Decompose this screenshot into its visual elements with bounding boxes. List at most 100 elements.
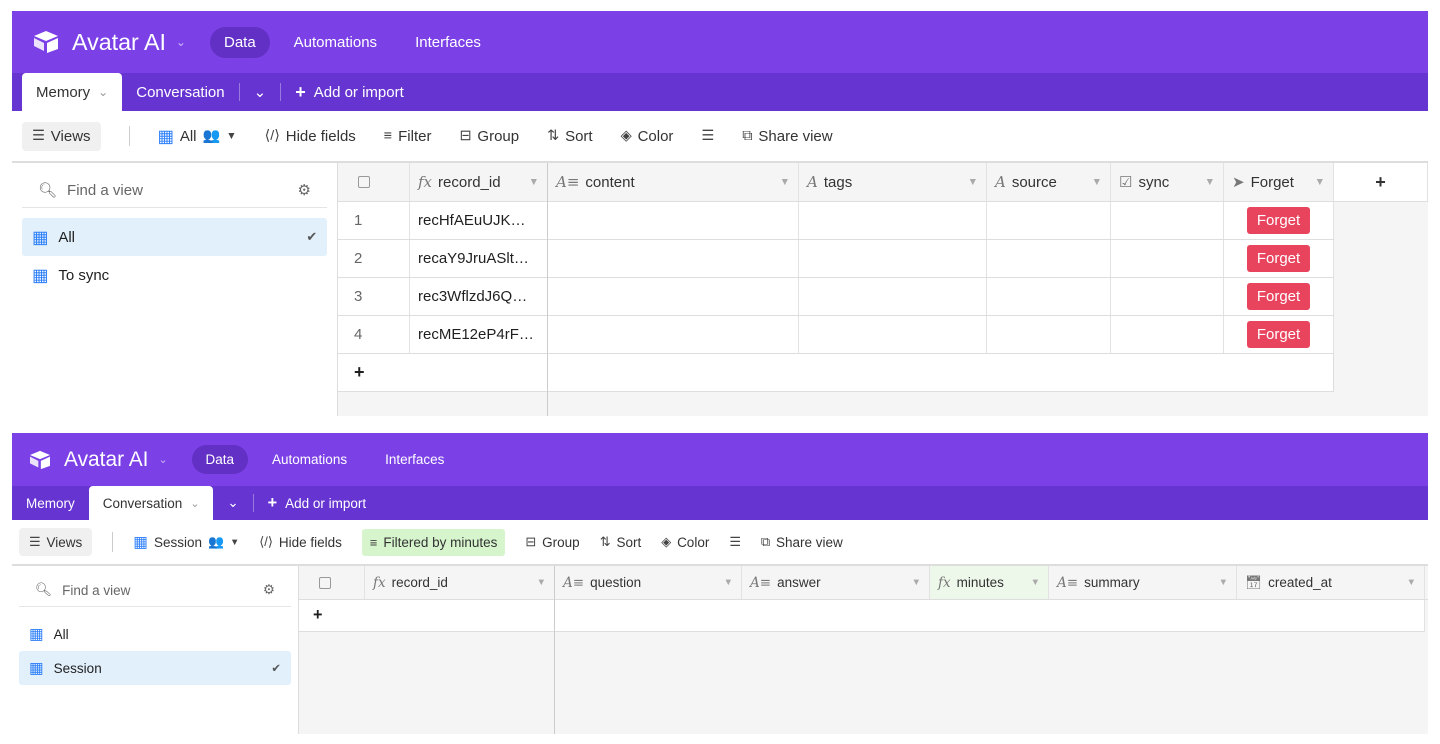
empty-cell[interactable] [799,278,987,315]
find-view-input[interactable]: 🔍︎ Find a view ⚙ [19,574,291,607]
nav-interfaces[interactable]: Interfaces [415,33,481,51]
forget-button[interactable]: Forget [1246,283,1311,310]
nav-automations[interactable]: Automations [272,452,348,467]
empty-cell[interactable] [1111,240,1224,277]
more-tables-button[interactable]: ⌄ [213,486,252,520]
app-name[interactable]: Avatar AI [72,28,166,55]
filter-button[interactable]: ≡ Filtered by minutes [361,528,506,556]
view-item-to-sync[interactable]: ▦ To sync [22,256,327,294]
tab-memory[interactable]: Memory [12,486,89,520]
view-item-session[interactable]: ▦ Session ✔ [19,651,291,685]
add-or-import-button[interactable]: + Add or import [281,73,418,111]
add-or-import-button[interactable]: + Add or import [254,486,381,520]
select-all-checkbox[interactable] [299,566,365,599]
nav-automations[interactable]: Automations [293,33,378,51]
column-header-question[interactable]: A≡ question ▼ [555,566,742,599]
table-row[interactable]: 4 recME12eP4rF… Forget [338,316,1334,354]
chevron-down-icon[interactable]: ⌄ [158,454,168,466]
tab-conversation[interactable]: Conversation ⌄ [88,486,214,520]
more-tables-button[interactable]: ⌄ [240,73,281,111]
tab-memory[interactable]: Memory ⌄ [22,73,123,111]
add-row[interactable]: + [338,354,1334,392]
row-number[interactable]: 4 [338,316,410,353]
chevron-down-icon[interactable]: ⌄ [175,35,186,49]
cell-forget[interactable]: Forget [1224,240,1334,277]
cell-record-id[interactable]: recHfAEuUJK… [410,202,548,239]
column-header-sync[interactable]: ☑ sync ▼ [1111,163,1224,201]
add-row[interactable]: + [299,600,1425,632]
row-height-button[interactable]: ☰ [729,534,741,550]
views-button[interactable]: ☰ Views [19,528,93,556]
empty-cell[interactable] [987,316,1111,353]
empty-cell[interactable] [1111,278,1224,315]
empty-cell[interactable] [799,202,987,239]
group-button[interactable]: ⊟ Group [459,128,519,145]
empty-cell[interactable] [548,202,799,239]
cell-forget[interactable]: Forget [1224,278,1334,315]
chevron-down-icon[interactable]: ⌄ [190,497,200,510]
column-header-answer[interactable]: A≡ answer ▼ [742,566,930,599]
views-button[interactable]: ☰ Views [22,121,101,151]
hide-fields-button[interactable]: ⟨/⟩ Hide fields [265,128,356,145]
empty-cell[interactable] [799,240,987,277]
tab-conversation[interactable]: Conversation [122,73,238,111]
column-header-minutes[interactable]: fx minutes ▼ [930,566,1049,599]
sort-button[interactable]: ⇅ Sort [600,534,642,550]
column-header-content[interactable]: A≡ content ▼ [548,163,799,201]
add-record-button[interactable]: + [338,354,548,391]
column-header-forget[interactable]: ➤ Forget ▼ [1224,163,1334,201]
forget-button[interactable]: Forget [1246,207,1311,234]
row-height-button[interactable]: ☰ [701,128,714,144]
sort-button[interactable]: ⇅ Sort [547,128,592,145]
cell-record-id[interactable]: rec3WflzdJ6Q… [410,278,548,315]
view-switcher[interactable]: ▦ Session 👥 ▼ [133,533,239,552]
gear-icon[interactable]: ⚙ [262,582,275,597]
view-switcher[interactable]: ▦ All 👥 ▼ [158,126,237,147]
group-button[interactable]: ⊟ Group [525,534,579,550]
app-name[interactable]: Avatar AI [64,447,149,471]
filter-button[interactable]: ≡ Filter [384,128,432,145]
forget-button[interactable]: Forget [1246,245,1311,272]
empty-cell[interactable] [799,316,987,353]
cell-forget[interactable]: Forget [1224,202,1334,239]
column-header-summary[interactable]: A≡ summary ▼ [1049,566,1237,599]
chevron-down-icon[interactable]: ⌄ [98,85,109,99]
hide-fields-button[interactable]: ⟨/⟩ Hide fields [259,534,342,550]
cell-record-id[interactable]: recME12eP4rF… [410,316,548,353]
table-row[interactable]: 2 recaY9JruASlt… Forget [338,240,1334,278]
find-view-input[interactable]: 🔍︎ Find a view ⚙ [22,173,327,208]
share-view-button[interactable]: ⧉ Share view [742,128,832,145]
cell-record-id[interactable]: recaY9JruASlt… [410,240,548,277]
add-field-button[interactable]: + [1334,163,1428,201]
empty-cell[interactable] [987,202,1111,239]
table-row[interactable]: 1 recHfAEuUJK… Forget [338,202,1334,240]
empty-cell[interactable] [548,240,799,277]
share-view-button[interactable]: ⧉ Share view [761,534,843,550]
column-header-record-id[interactable]: fx record_id ▼ [410,163,548,201]
cell-forget[interactable]: Forget [1224,316,1334,353]
color-button[interactable]: ◈ Color [661,534,709,550]
empty-cell[interactable] [987,240,1111,277]
empty-cell[interactable] [548,278,799,315]
table-row[interactable]: 3 rec3WflzdJ6Q… Forget [338,278,1334,316]
column-header-created-at[interactable]: 📅︎ created_at ▼ [1237,566,1425,599]
nav-data[interactable]: Data [209,26,270,58]
empty-cell[interactable] [987,278,1111,315]
nav-interfaces[interactable]: Interfaces [385,452,445,467]
color-button[interactable]: ◈ Color [621,128,674,145]
empty-cell[interactable] [548,316,799,353]
empty-cell[interactable] [1111,202,1224,239]
empty-cell[interactable] [1111,316,1224,353]
nav-data[interactable]: Data [191,445,249,474]
row-number[interactable]: 1 [338,202,410,239]
add-record-button[interactable]: + [299,600,555,631]
row-number[interactable]: 3 [338,278,410,315]
column-header-record-id[interactable]: fx record_id ▼ [365,566,555,599]
forget-button[interactable]: Forget [1246,321,1311,348]
row-number[interactable]: 2 [338,240,410,277]
view-item-all[interactable]: ▦ All ✔ [22,218,327,256]
gear-icon[interactable]: ⚙ [297,182,311,199]
view-item-all[interactable]: ▦ All [19,617,291,651]
